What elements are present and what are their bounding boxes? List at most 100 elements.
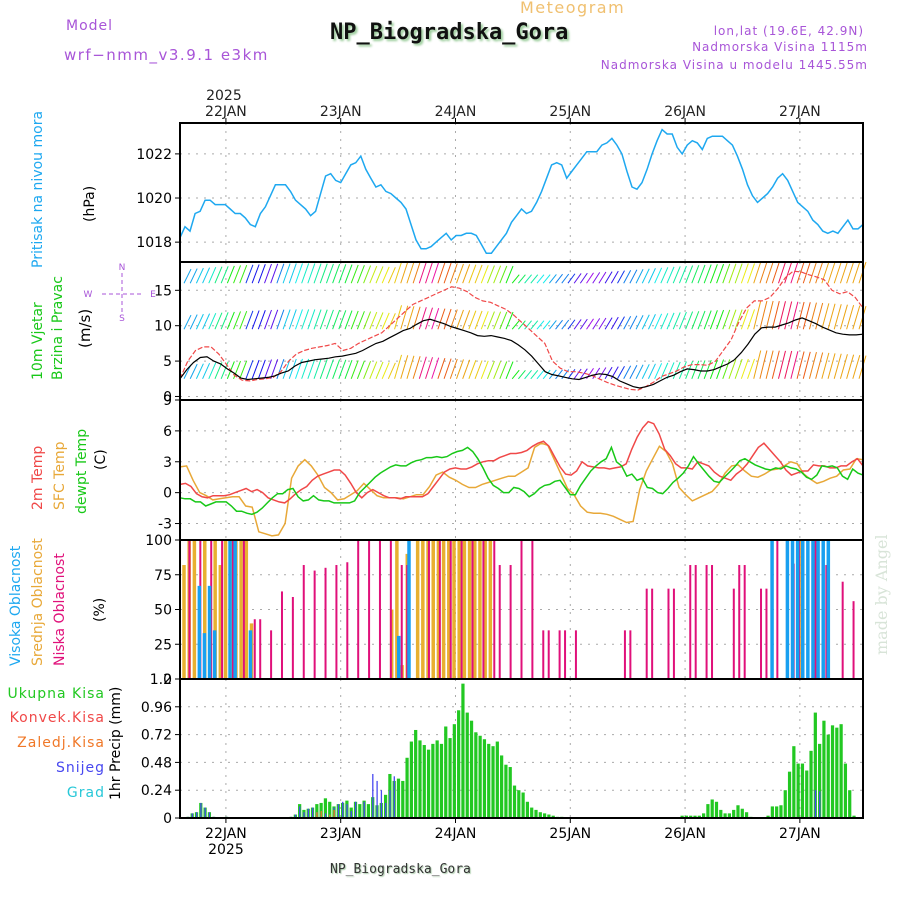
wind-barb xyxy=(765,261,774,284)
wind-barb xyxy=(610,270,619,284)
wind-barb xyxy=(226,311,235,330)
wind-barb xyxy=(536,274,545,284)
bar-cloud-mid xyxy=(223,540,228,679)
wind-barb xyxy=(536,320,545,330)
wind-barb xyxy=(833,261,842,284)
wind-barb xyxy=(499,311,508,330)
bar-total-rain xyxy=(740,808,744,818)
wind-barb xyxy=(313,309,322,330)
wind-barb xyxy=(282,263,291,284)
wind-barb xyxy=(796,301,805,330)
series-pressure xyxy=(179,128,864,254)
wind-barb xyxy=(307,309,316,330)
wind-barb xyxy=(524,320,532,330)
wind-barb xyxy=(338,359,347,379)
bar-cloud-low xyxy=(378,540,381,679)
bar-cloud-mid xyxy=(203,540,207,679)
wind-barb xyxy=(189,363,198,379)
bar-total-rain xyxy=(358,804,362,818)
wind-barb xyxy=(666,312,675,330)
bar-total-rain xyxy=(848,790,852,818)
bar-total-rain xyxy=(525,801,530,818)
tick-label-y: 0.96 xyxy=(141,700,172,716)
bar-cloud-low xyxy=(738,565,741,679)
bar-cloud-low xyxy=(357,540,360,679)
wind-barb xyxy=(443,358,452,379)
bar-total-rain xyxy=(766,815,770,818)
bar-cloud-low xyxy=(438,540,441,679)
wind-barb xyxy=(728,309,737,330)
wind-barb xyxy=(307,358,316,379)
wind-barb xyxy=(251,310,260,330)
wind-barb xyxy=(852,305,861,330)
wind-barb xyxy=(617,316,625,330)
wind-barb xyxy=(716,309,725,330)
tick-label-y: 9 xyxy=(163,393,172,409)
compass-e: E xyxy=(150,290,156,300)
bar-total-rain xyxy=(405,757,409,818)
wind-barb xyxy=(592,272,601,284)
wind-barb xyxy=(518,320,526,330)
bar-total-rain xyxy=(396,778,401,818)
wind-barb xyxy=(431,262,440,284)
series-wind-speed xyxy=(179,317,864,389)
bar-total-rain xyxy=(809,750,813,818)
wind-barb xyxy=(821,261,830,284)
wind-barb xyxy=(462,264,471,284)
bar-total-rain xyxy=(409,741,413,818)
wind-barb xyxy=(802,351,811,379)
wind-barb xyxy=(363,311,372,330)
wind-barb xyxy=(598,271,607,284)
wind-barb xyxy=(759,300,768,330)
bar-snow xyxy=(385,802,387,818)
wind-barb xyxy=(852,355,861,379)
wind-barb xyxy=(443,262,452,284)
bar-cloud-low xyxy=(302,565,305,679)
day-label-bottom: 22JAN xyxy=(205,826,247,842)
wind-barb xyxy=(288,263,297,284)
wind-barb xyxy=(740,263,749,284)
wind-barb xyxy=(623,269,632,284)
bar-snow xyxy=(337,804,340,818)
wind-barb xyxy=(722,359,731,379)
wind-barb xyxy=(418,356,427,379)
bar-cloud-low xyxy=(732,588,735,679)
wind-barb xyxy=(307,263,316,284)
wind-barb xyxy=(536,369,545,380)
wind-barb xyxy=(530,369,539,380)
wind-barb xyxy=(722,263,731,284)
bar-cloud-low xyxy=(694,565,697,679)
wind-barb xyxy=(747,309,756,330)
tick-label-y: 0 xyxy=(163,486,172,502)
bar-snow xyxy=(200,802,202,818)
wind-barb xyxy=(660,267,669,284)
bar-cloud-high xyxy=(816,540,820,679)
bar-total-rain xyxy=(710,799,714,818)
bar-snow xyxy=(389,790,391,818)
bar-cloud-low xyxy=(242,540,245,679)
wind-barb xyxy=(245,264,254,284)
bar-total-rain xyxy=(697,815,701,818)
bar-total-rain xyxy=(521,792,525,818)
bar-cloud-high xyxy=(811,540,815,679)
wind-barb xyxy=(846,261,855,284)
bar-snow xyxy=(204,807,206,818)
bar-total-rain xyxy=(547,814,551,818)
wind-barb xyxy=(412,261,421,284)
bar-total-rain xyxy=(813,712,817,818)
wind-barb xyxy=(641,314,650,330)
wind-barb xyxy=(598,317,607,330)
day-label-top: 26JAN xyxy=(664,104,706,120)
bar-total-rain xyxy=(478,735,482,818)
wind-barb xyxy=(647,363,656,379)
bar-cloud-low xyxy=(482,540,485,679)
bar-cloud-mid xyxy=(467,540,472,679)
bar-total-rain xyxy=(835,727,839,818)
bar-cloud-low xyxy=(651,588,654,679)
bar-cloud-high xyxy=(795,540,800,679)
wind-barb xyxy=(425,307,433,330)
wind-barb xyxy=(394,261,403,284)
bar-snow xyxy=(208,812,211,818)
station-title: NP_Biogradska_Gora xyxy=(330,20,569,45)
bar-total-rain xyxy=(444,726,448,818)
